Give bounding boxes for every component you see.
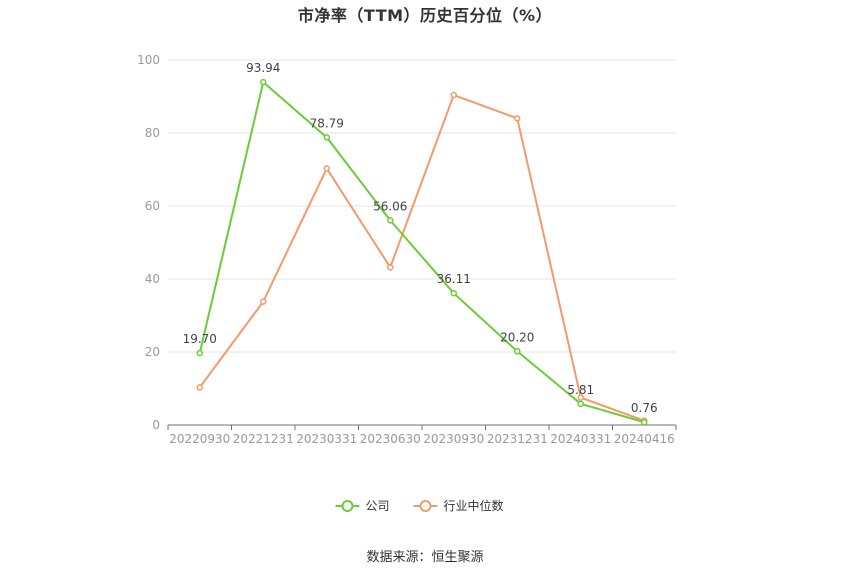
series-0-point-0 [196, 349, 203, 357]
y-tick-label-60: 60 [145, 199, 160, 213]
y-tick-label-100: 100 [137, 53, 160, 67]
legend-label-1: 行业中位数 [444, 498, 504, 513]
legend-label-0: 公司 [366, 499, 390, 513]
series-lines [198, 81, 645, 424]
series-0-point-7 [641, 418, 648, 426]
y-tick-label-80: 80 [145, 126, 160, 140]
series-1-point-5 [514, 115, 521, 122]
series-0-point-4 [450, 289, 457, 297]
series-1-point-3 [387, 264, 394, 271]
x-tick-label-20230630: 20230630 [360, 432, 421, 446]
x-tick-label-20230930: 20230930 [423, 432, 484, 446]
data-label-2: 78.79 [310, 116, 344, 130]
series-1-point-4 [450, 91, 457, 99]
data-label-1: 93.94 [246, 61, 280, 75]
data-source: 数据来源：恒生聚源 [366, 550, 484, 565]
legend-marker-0 [341, 500, 354, 512]
x-tick-label-20240416: 20240416 [614, 432, 675, 446]
legend-marker-1 [419, 500, 432, 512]
series-0-point-6 [577, 400, 584, 408]
grid-lines [168, 59, 676, 353]
series-0-point-2 [323, 134, 330, 141]
data-label-3: 56.06 [373, 199, 407, 213]
series-0-point-1 [260, 78, 267, 86]
series-0-point-3 [387, 217, 394, 224]
series-0-point-5 [514, 348, 521, 355]
series-1-point-6 [577, 394, 584, 401]
data-label-5: 20.20 [500, 330, 534, 344]
series-1-point-2 [323, 165, 330, 172]
x-tick-label-20240331: 20240331 [550, 432, 611, 446]
data-label-0: 19.70 [183, 332, 217, 346]
legend[interactable]: 公司 行业中位数 [335, 498, 504, 513]
y-tick-label-20: 20 [145, 345, 160, 359]
x-tick-label-20220930: 20220930 [169, 432, 230, 446]
series-line-1 [198, 94, 645, 422]
series-1-point-0 [196, 384, 203, 391]
y-tick-label-40: 40 [145, 272, 160, 286]
data-labels: 19.70 93.94 78.79 56.06 36.11 20.20 5.81 0.76 [183, 61, 658, 415]
y-tick-label-0: 0 [152, 418, 160, 432]
series-points [196, 78, 648, 426]
chart-title: 市净率（TTM）历史百分位（%） [297, 6, 553, 25]
x-tick-label-20230331: 20230331 [296, 432, 357, 446]
data-label-7: 0.76 [631, 401, 658, 415]
data-label-4: 36.11 [437, 272, 471, 286]
x-tick-label-20231231: 20231231 [487, 432, 548, 446]
x-tick-label-20221231: 20221231 [233, 432, 294, 446]
data-label-6: 5.81 [567, 383, 594, 397]
series-line-0 [198, 81, 645, 424]
series-1-point-1 [260, 298, 267, 305]
